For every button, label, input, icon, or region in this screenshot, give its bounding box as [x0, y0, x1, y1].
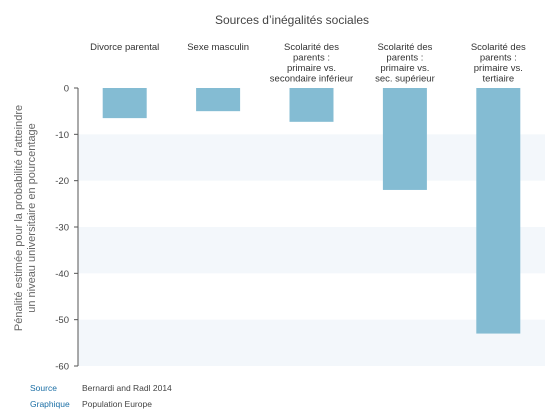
bar: [382, 88, 427, 190]
y-axis-title-line: un niveau universitaire en pourcentage: [26, 123, 38, 313]
category-label-line: Scolarité des: [471, 42, 526, 53]
category-label-line: primaire vs.: [287, 63, 336, 74]
graphique-key: Graphique: [30, 399, 70, 409]
y-tick-label: -30: [55, 223, 69, 234]
category-label: Scolarité des parents : primaire vs. tertia…: [471, 42, 526, 85]
bar: [289, 88, 334, 122]
category-label: Scolarité des parents : primaire vs. second…: [270, 42, 353, 85]
bar: [476, 88, 521, 334]
source-value: Bernardi and Radl 2014: [82, 383, 172, 393]
source-key: Source: [30, 383, 57, 393]
bar: [196, 88, 241, 112]
y-tick-label: -40: [55, 269, 69, 280]
graphique-line: Graphique Population Europe: [30, 399, 152, 409]
category-label-line: Sexe masculin: [187, 42, 249, 53]
category-label-line: parents :: [480, 53, 517, 64]
category-label-line: Scolarité des: [377, 42, 432, 53]
category-label: Divorce parental: [90, 42, 159, 53]
grid-band: [78, 134, 545, 181]
category-label-line: parents :: [293, 53, 330, 64]
category-label-line: secondaire inférieur: [270, 74, 353, 85]
y-tick-label: -10: [55, 130, 69, 141]
y-tick-label: -20: [55, 176, 69, 187]
category-label: Scolarité des parents : primaire vs. sec. s…: [375, 42, 435, 85]
y-axis-title-line: Pénalité estimée pour la probabilité d’a…: [13, 105, 25, 331]
category-label-line: Scolarité des: [284, 42, 339, 53]
category-label-line: tertiaire: [482, 74, 514, 85]
grid-band: [78, 227, 545, 274]
chart-title: Sources d’inégalités sociales: [215, 13, 369, 27]
category-label-line: primaire vs.: [474, 63, 523, 74]
grid-band: [78, 319, 545, 366]
category-label-line: parents :: [386, 53, 423, 64]
bar: [102, 88, 147, 119]
y-axis-title: Pénalité estimée pour la probabilité d’a…: [13, 105, 38, 331]
category-label: Sexe masculin: [187, 42, 249, 53]
category-label-line: primaire vs.: [380, 63, 429, 74]
y-tick-label: -60: [55, 362, 69, 373]
y-tick-label: 0: [64, 84, 69, 95]
source-line: Source Bernardi and Radl 2014: [30, 383, 172, 393]
category-label-line: sec. supérieur: [375, 74, 435, 85]
y-tick-label: -50: [55, 315, 69, 326]
graphique-value: Population Europe: [82, 399, 152, 409]
category-label-line: Divorce parental: [90, 42, 159, 53]
